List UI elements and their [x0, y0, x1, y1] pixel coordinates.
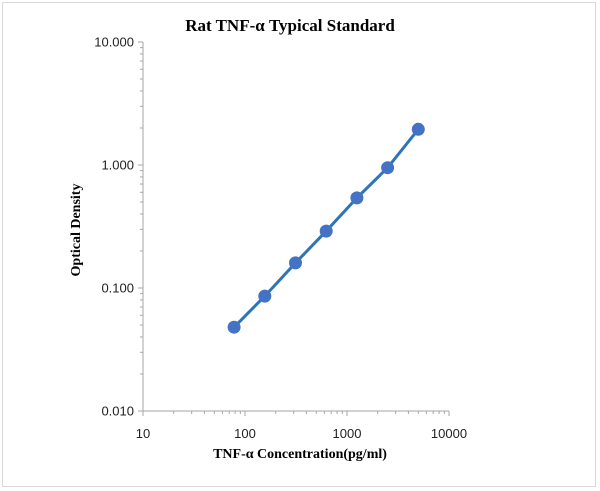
data-point [411, 122, 425, 136]
y-tick-label: 0.010 [101, 404, 134, 419]
data-series [227, 122, 425, 334]
data-point [381, 161, 395, 175]
x-tick-label: 10000 [431, 426, 467, 441]
y-axis-title: Optical Density [69, 184, 84, 277]
data-point [319, 224, 333, 238]
data-point [289, 256, 302, 270]
y-tick-label: 1.000 [101, 158, 134, 173]
x-axis-title: TNF-α Concentration(pg/ml) [213, 447, 387, 462]
x-tick-label: 100 [234, 426, 256, 441]
data-point [258, 289, 272, 303]
chart-frame [2, 2, 596, 487]
data-point [227, 320, 241, 334]
y-tick-label: 0.100 [101, 281, 134, 296]
x-tick-label: 1000 [333, 426, 362, 441]
x-tick-label: 10 [136, 426, 150, 441]
data-point [350, 191, 364, 205]
y-tick-label: 10.000 [94, 35, 134, 50]
chart-title: Rat TNF-α Typical Standard [185, 16, 395, 35]
